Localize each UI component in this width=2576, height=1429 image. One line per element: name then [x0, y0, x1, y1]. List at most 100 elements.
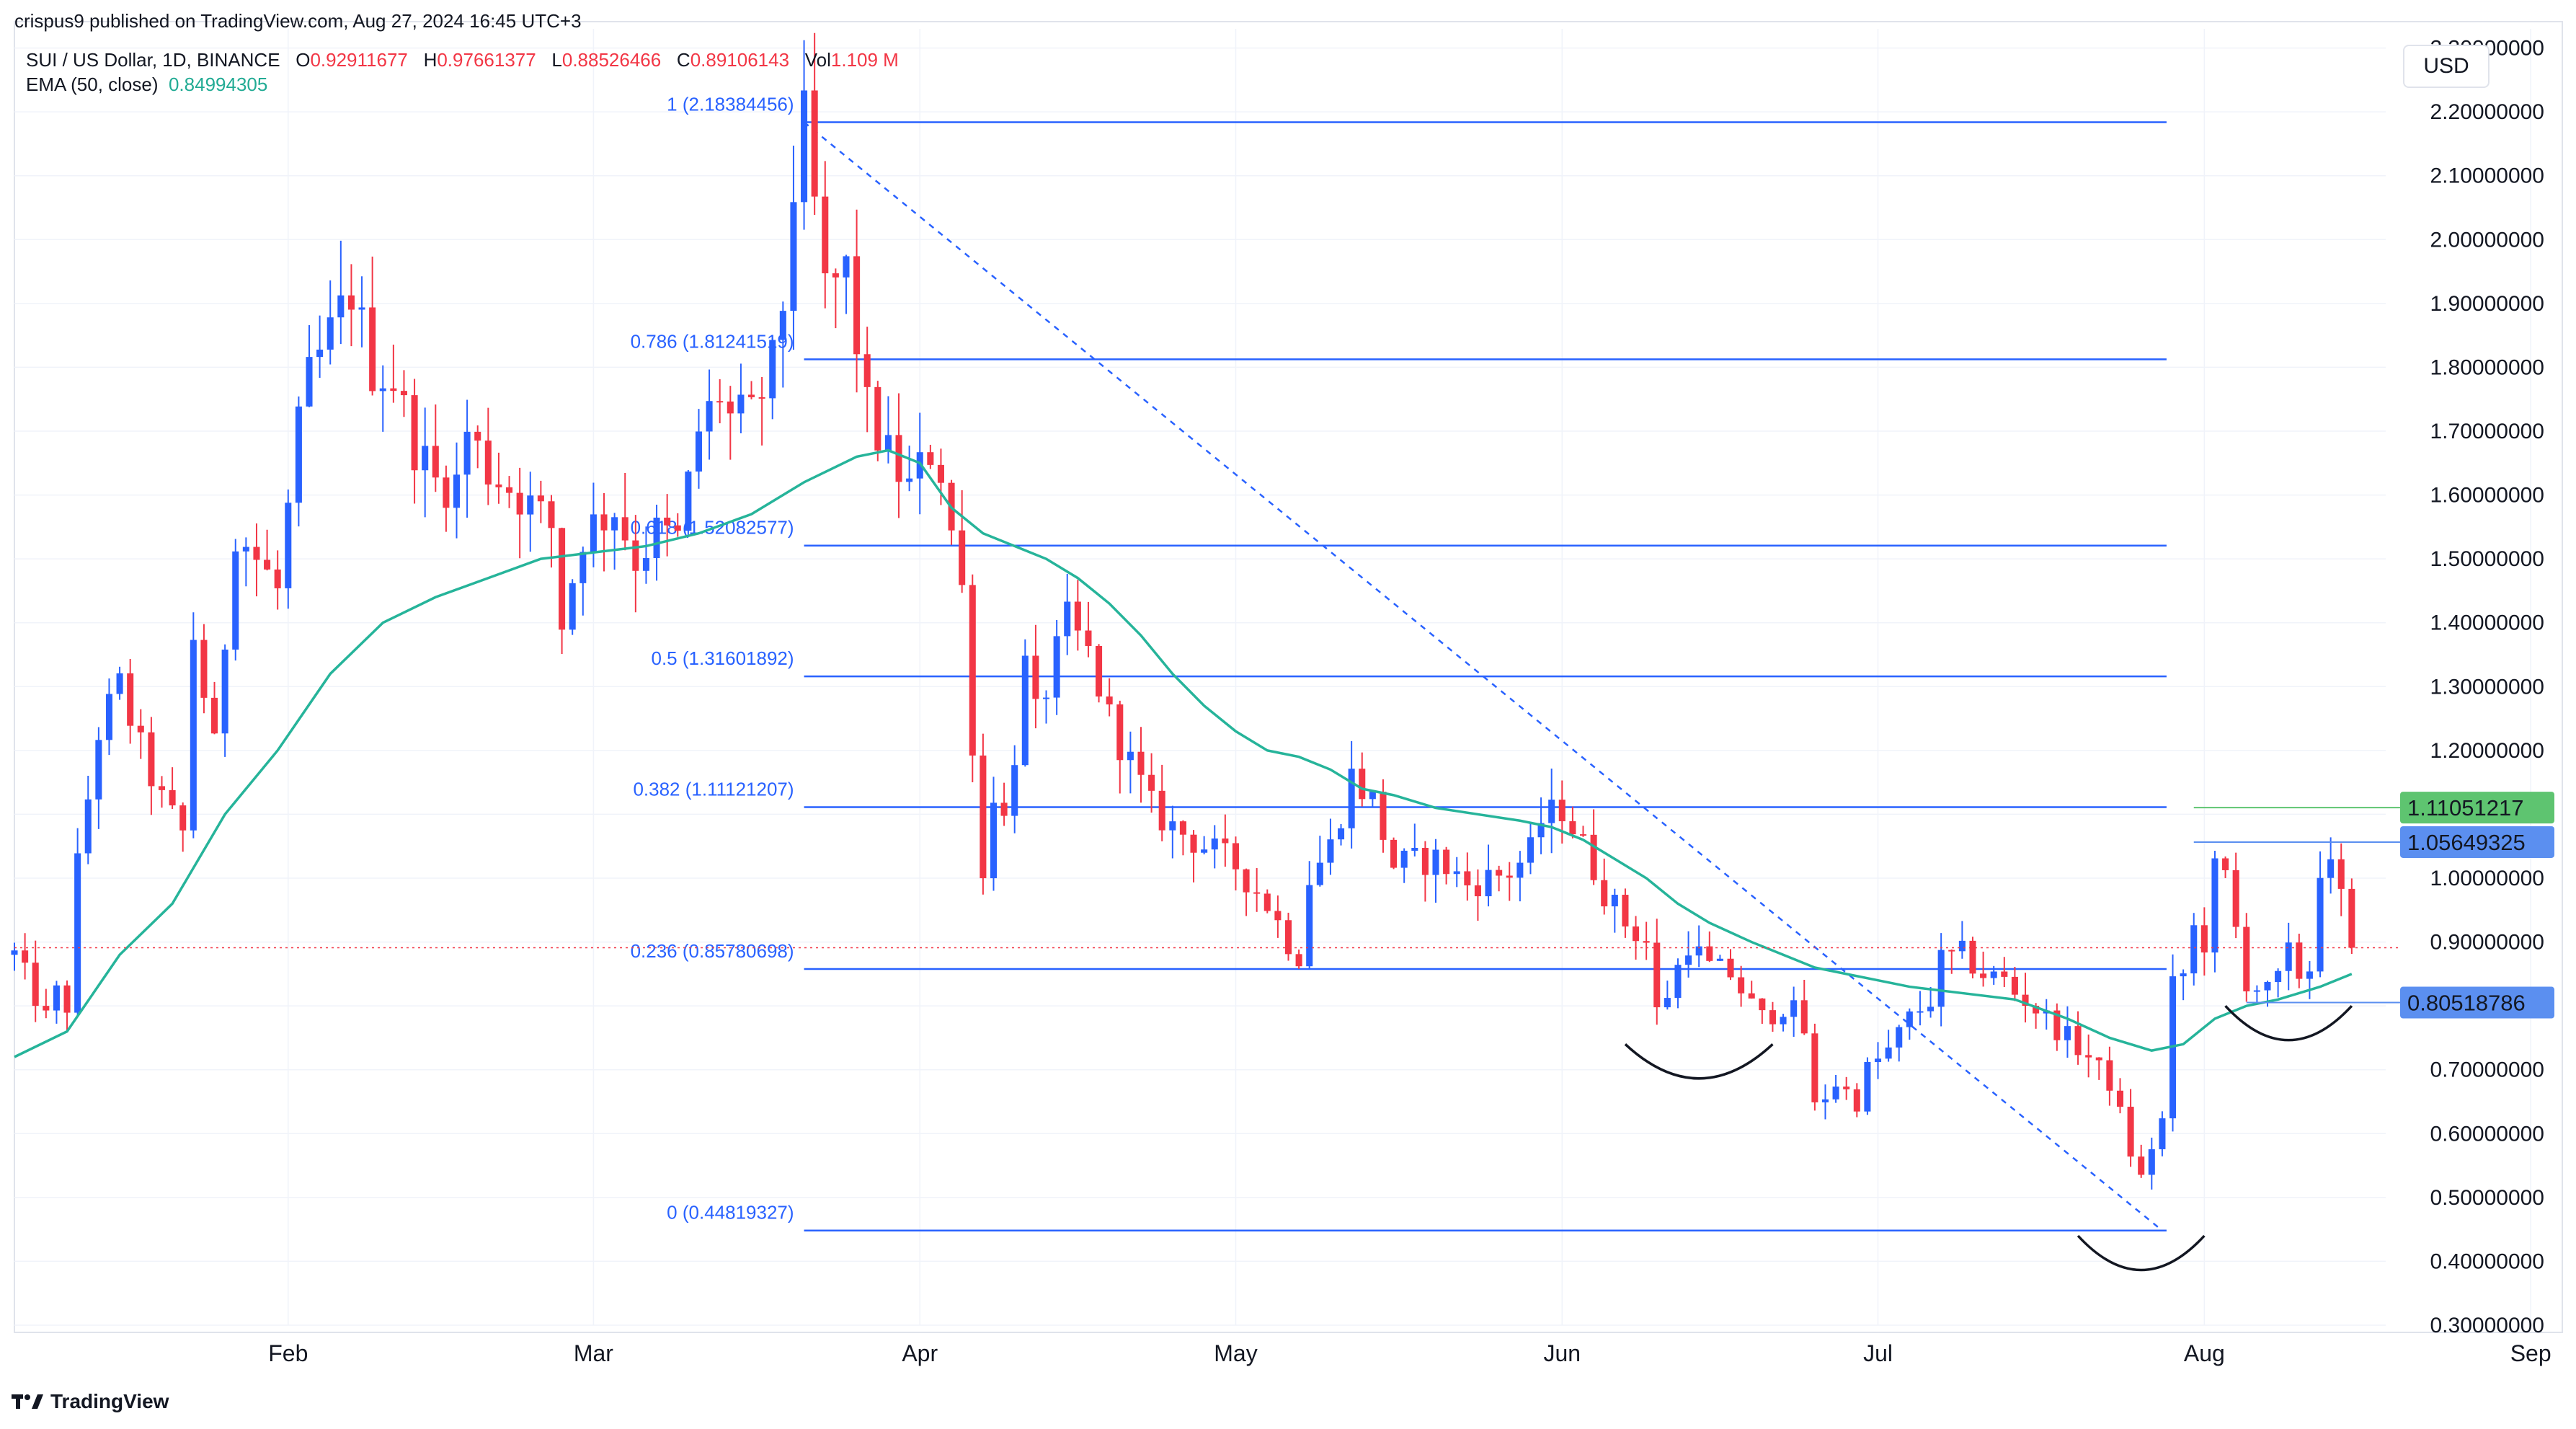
candle-body [1158, 790, 1165, 831]
candle-body [2327, 859, 2335, 878]
candle-body [874, 386, 881, 451]
price-tag [2400, 826, 2554, 858]
candle-body [716, 401, 724, 403]
candle-body [853, 256, 861, 355]
chart-grid [14, 21, 2563, 1333]
y-tick-label: 0.50000000 [2430, 1186, 2545, 1210]
candle-body [590, 514, 597, 552]
candle-body [63, 985, 71, 1013]
candle-body [1896, 1027, 1903, 1048]
candle-body [43, 1006, 50, 1011]
candle-body [2159, 1118, 2166, 1149]
candle-body [695, 431, 703, 472]
candle-body [1201, 849, 1208, 853]
time-axis[interactable]: Feb Mar Apr May Jun Jul Aug Sep [268, 1340, 2551, 1366]
candle-body [190, 640, 197, 831]
candle-body [1769, 1010, 1776, 1025]
candle-body [200, 640, 208, 698]
tradingview-brand[interactable]: TradingView [12, 1390, 169, 1413]
y-tick-label: 2.10000000 [2430, 164, 2545, 188]
candle-body [1611, 895, 1618, 907]
candle-body [527, 495, 534, 515]
candle-body [1643, 941, 1650, 943]
candle-body [1800, 1000, 1808, 1034]
candle-body [1759, 998, 1766, 1011]
candle-body [1316, 862, 1323, 885]
candle-body [2317, 877, 2324, 972]
symbol-ohlc-line: SUI / US Dollar, 1D, BINANCE O0.92911677… [26, 49, 899, 71]
candle-body [2243, 926, 2250, 992]
candle-body [2011, 976, 2018, 995]
open-label: O [296, 49, 311, 71]
x-tick-label: Jun [1543, 1340, 1581, 1366]
fib-level-label: 0.382 (1.11121207) [633, 778, 794, 800]
candle-body [2200, 925, 2208, 953]
candle-body [1021, 655, 1029, 766]
candle-body [1148, 774, 1155, 791]
candle-body [706, 401, 713, 432]
price-axis[interactable]: 2.300000002.200000002.100000002.00000000… [2400, 37, 2554, 1337]
candle-body [1664, 998, 1671, 1008]
fib-level-label: 0.236 (0.85780698) [631, 940, 794, 962]
fib-level-label: 0.5 (1.31601892) [652, 647, 794, 669]
candle-body [990, 802, 998, 879]
candle-body [1369, 792, 1376, 800]
candle-body [1927, 1007, 1935, 1012]
candle-body [927, 452, 934, 465]
candle-body [1917, 1011, 1924, 1013]
candle-body [1853, 1089, 1860, 1112]
candle-body [642, 558, 649, 571]
candle-body [1453, 871, 1460, 875]
candle-body [2064, 1026, 2071, 1040]
candle-body [316, 349, 324, 358]
fib-trend-line[interactable] [803, 121, 2163, 1231]
candle-body [264, 559, 271, 570]
candle-body [1169, 821, 1176, 831]
candle-body [484, 441, 492, 485]
candle-body [1127, 751, 1134, 761]
candle-body [1253, 892, 1261, 894]
candle-body [432, 446, 439, 478]
candle-body [1348, 769, 1355, 828]
candle-body [1633, 926, 1640, 942]
ema-50-line [14, 448, 2353, 1058]
candle-body [253, 547, 260, 560]
candle-body [2275, 970, 2282, 983]
candle-body [495, 484, 502, 487]
candle-body [685, 472, 692, 531]
y-tick-label: 1.30000000 [2430, 675, 2545, 699]
candle-body [1937, 950, 1945, 1007]
low-value: 0.88526466 [561, 49, 662, 71]
candle-body [1601, 880, 1608, 907]
candle-body [1653, 942, 1661, 1008]
candle-body [506, 487, 513, 493]
x-tick-label: Apr [902, 1340, 938, 1366]
candlestick-series [11, 32, 2355, 1190]
currency-selector[interactable]: USD [2403, 45, 2490, 88]
fib-level-label: 0.786 (1.81241519) [631, 330, 794, 352]
price-tag [2400, 986, 2554, 1019]
candle-body [95, 740, 102, 800]
ema-legend[interactable]: EMA (50, close) 0.84994305 [26, 74, 267, 96]
candle-body [1780, 1017, 1787, 1025]
candle-body [1516, 862, 1524, 878]
candle-body [1390, 839, 1398, 868]
publisher-line: crispus9 published on TradingView.com, A… [14, 10, 582, 32]
candle-body [1338, 828, 1345, 840]
candle-body [22, 950, 29, 963]
ema-label: EMA (50, close) [26, 74, 159, 95]
candle-body [242, 547, 249, 552]
fibonacci-retracement[interactable]: 1 (2.18384456)0.786 (1.81241519)0.618 (1… [631, 93, 2167, 1231]
candle-body [779, 311, 786, 340]
candle-body [369, 307, 376, 391]
candle-body [169, 789, 176, 806]
candle-body [2348, 888, 2355, 948]
candle-body [1843, 1087, 1850, 1089]
y-tick-label: 0.40000000 [2430, 1249, 2545, 1273]
candle-body [1590, 834, 1597, 880]
candle-body [758, 397, 765, 399]
x-tick-label: May [1214, 1340, 1257, 1366]
candle-body [1074, 601, 1081, 631]
fib-level-label: 0 (0.44819327) [667, 1202, 794, 1224]
